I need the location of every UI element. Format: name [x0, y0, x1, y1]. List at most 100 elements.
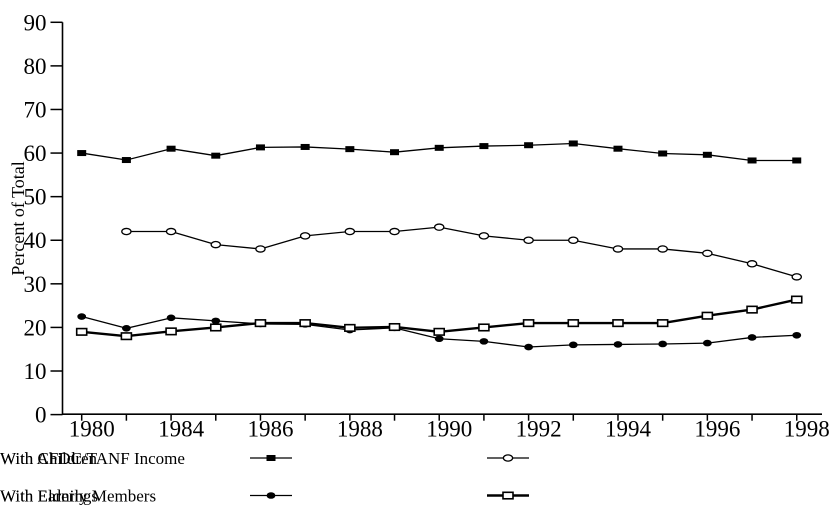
legend-marker-open-circle-icon — [502, 454, 514, 462]
x-axis: 1980 1984 1986 1988 1990 1992 1994 1996 1998 — [69, 414, 830, 442]
data-point-marker-with-earnings — [522, 319, 535, 328]
data-point-marker-with-children — [166, 145, 176, 152]
data-point-marker-with-earnings — [478, 323, 490, 332]
data-point-marker-with-afdc-tanf-income — [612, 245, 624, 253]
y-tick-label: 30 — [24, 272, 47, 297]
data-point-marker-with-earnings — [165, 327, 177, 336]
data-point-marker-with-children — [568, 140, 578, 147]
data-point-marker-with-earnings — [388, 322, 401, 332]
data-point-marker-with-afdc-tanf-income — [210, 240, 222, 249]
data-point-marker-with-afdc-tanf-income — [568, 236, 579, 244]
data-point-marker-with-earnings — [75, 327, 88, 336]
axes — [61, 22, 822, 416]
legend-label: With Children — [0, 449, 98, 468]
data-point-marker-with-children — [434, 144, 444, 151]
data-point-marker-with-elderly-members — [568, 341, 578, 349]
y-axis: 0 10 20 30 40 50 60 70 80 90 Percent of Total — [8, 10, 63, 428]
data-point-marker-with-elderly-members — [792, 331, 802, 339]
y-tick-label: 80 — [24, 54, 47, 79]
data-point-marker-with-elderly-members — [166, 314, 176, 322]
data-point-marker-with-afdc-tanf-income — [344, 227, 356, 236]
legend-label: With Elderly Members — [0, 487, 156, 506]
y-tick-label: 0 — [35, 403, 47, 428]
data-point-marker-with-children — [255, 144, 265, 151]
data-point-marker-with-children — [658, 150, 668, 157]
data-point-marker-with-afdc-tanf-income — [523, 236, 534, 244]
data-point-marker-with-earnings — [567, 319, 580, 328]
legend-item-with-children: With Children — [0, 449, 292, 468]
y-tick-label: 50 — [24, 185, 47, 210]
data-point-marker-with-afdc-tanf-income — [165, 227, 177, 236]
data-point-marker-with-earnings — [701, 311, 714, 320]
data-point-marker-with-earnings — [254, 319, 267, 328]
series-with-afdc-tanf-income — [121, 223, 802, 281]
data-point-marker-with-elderly-members — [434, 335, 444, 343]
x-tick-label: 1980 — [69, 417, 115, 442]
legend-marker-open-square-icon — [502, 491, 514, 500]
y-tick-label: 40 — [24, 228, 47, 253]
x-tick-label: 1998 — [784, 417, 830, 442]
data-point-marker-with-earnings — [344, 323, 356, 332]
legend-label: With AFDC/TANF Income — [0, 449, 185, 468]
series-with-elderly-members — [77, 313, 802, 351]
data-point-marker-with-elderly-members — [121, 324, 131, 332]
data-point-marker-with-children — [792, 157, 802, 164]
data-point-marker-with-elderly-members — [658, 340, 668, 348]
y-tick-label: 20 — [24, 315, 47, 340]
data-point-marker-with-children — [390, 149, 400, 156]
x-tick-label: 1990 — [426, 417, 472, 442]
data-point-marker-with-earnings — [790, 295, 803, 304]
data-point-marker-with-elderly-members — [77, 313, 87, 320]
data-point-marker-with-earnings — [299, 319, 311, 328]
data-point-marker-with-afdc-tanf-income — [657, 245, 668, 253]
data-point-marker-with-elderly-members — [524, 343, 533, 351]
series-with-earnings — [75, 295, 803, 341]
data-point-marker-with-elderly-members — [211, 317, 221, 325]
data-point-marker-with-children — [702, 151, 712, 158]
data-point-marker-with-earnings — [433, 327, 446, 336]
x-tick-label: 1994 — [605, 417, 652, 442]
data-point-marker-with-afdc-tanf-income — [791, 273, 802, 281]
data-point-marker-with-afdc-tanf-income — [255, 245, 266, 253]
y-tick-label: 10 — [24, 359, 47, 384]
data-point-marker-with-elderly-members — [747, 334, 757, 341]
data-point-marker-with-children — [77, 150, 87, 157]
data-point-marker-with-elderly-members — [613, 341, 623, 348]
data-point-marker-with-children — [479, 143, 489, 150]
data-point-marker-with-children — [300, 143, 310, 150]
data-point-marker-with-afdc-tanf-income — [433, 223, 445, 231]
data-point-marker-with-children — [345, 146, 355, 153]
legend-marker-filled-square-icon — [266, 455, 276, 461]
data-point-marker-with-afdc-tanf-income — [702, 249, 713, 258]
x-tick-label: 1996 — [694, 417, 740, 442]
data-point-marker-with-elderly-members — [702, 339, 712, 347]
data-point-marker-with-earnings — [746, 305, 758, 314]
legend-label: With Earnings — [0, 487, 98, 506]
x-tick-label: 1986 — [247, 417, 293, 442]
data-point-marker-with-children — [524, 142, 534, 149]
y-tick-label: 90 — [24, 10, 47, 35]
y-tick-label: 70 — [24, 97, 47, 122]
data-point-marker-with-afdc-tanf-income — [299, 232, 311, 240]
data-point-marker-with-elderly-members — [479, 338, 489, 345]
legend-item-with-afdc-tanf-income: With AFDC/TANF Income — [0, 449, 529, 468]
data-point-marker-with-children — [613, 145, 623, 152]
x-tick-label: 1992 — [516, 417, 562, 442]
x-tick-label: 1988 — [337, 417, 383, 442]
data-point-marker-with-children — [211, 152, 221, 159]
legend-item-with-earnings: With Earnings — [0, 487, 529, 506]
data-point-marker-with-earnings — [120, 332, 133, 341]
data-point-marker-with-children — [747, 157, 757, 164]
y-axis-title: Percent of Total — [8, 161, 28, 275]
series-line-with-afdc-tanf-income — [126, 226, 797, 278]
y-tick-label: 60 — [24, 141, 47, 166]
data-point-marker-with-earnings — [209, 323, 222, 332]
data-point-marker-with-afdc-tanf-income — [121, 227, 132, 236]
legend-marker-filled-circle-icon — [266, 492, 276, 499]
series-with-children — [77, 140, 802, 164]
x-tick-label: 1984 — [158, 417, 205, 442]
data-point-marker-with-afdc-tanf-income — [389, 227, 400, 236]
